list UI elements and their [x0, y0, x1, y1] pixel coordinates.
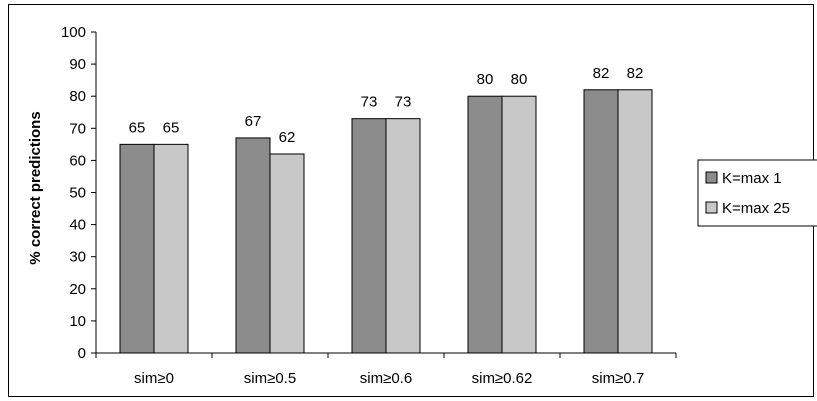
bar-2: [385, 118, 421, 354]
legend-label: K=max 25: [722, 200, 790, 217]
data-label: 82: [627, 65, 644, 82]
data-label: 65: [129, 119, 146, 136]
data-label: 82: [593, 65, 610, 82]
legend-swatch: [705, 201, 718, 214]
bars: [119, 89, 653, 354]
data-label: 73: [395, 94, 412, 111]
legend-box: [697, 159, 817, 227]
bar-2: [501, 95, 537, 354]
legend: K=max 1 K=max 25: [697, 159, 817, 227]
legend-swatch: [705, 171, 718, 184]
y-tick-label: 30: [69, 249, 86, 266]
y-tick-label: 10: [69, 313, 86, 330]
x-axis: sim≥0 sim≥0.5 sim≥0.6 sim≥0.62 sim≥0.7: [95, 352, 677, 387]
data-label: 80: [511, 71, 528, 88]
y-axis-title: % correct predictions: [27, 111, 44, 264]
y-tick-label: 40: [69, 217, 86, 234]
bar-2: [269, 153, 305, 354]
data-label: 62: [279, 129, 296, 146]
bar-1: [467, 95, 503, 354]
x-category-label: sim≥0.7: [592, 370, 644, 387]
bar-1: [351, 118, 387, 354]
x-category-label: sim≥0.62: [472, 370, 533, 387]
x-category-label: sim≥0.6: [360, 370, 412, 387]
y-tick-label: 20: [69, 281, 86, 298]
y-axis-title-group: % correct predictions: [27, 111, 44, 264]
y-tick-label: 100: [61, 24, 86, 41]
bar-1: [235, 137, 271, 354]
bar-2: [617, 89, 653, 354]
y-tick-label: 80: [69, 88, 86, 105]
y-tick-label: 90: [69, 56, 86, 73]
x-category-label: sim≥0: [134, 370, 174, 387]
y-axis: 0 10 20 30 40 50 60 70 80 90 100: [61, 24, 97, 362]
bar-1: [583, 89, 619, 354]
x-category-label: sim≥0.5: [244, 370, 296, 387]
legend-label: K=max 1: [722, 170, 782, 187]
bar-1: [119, 143, 155, 354]
bar-2: [153, 143, 189, 354]
data-label: 67: [245, 113, 262, 130]
data-label: 65: [163, 119, 180, 136]
data-labels: 65 65 67 62 73 73 80 80 82 82: [129, 65, 644, 146]
y-tick-label: 70: [69, 120, 86, 137]
y-tick-label: 50: [69, 185, 86, 202]
y-tick-label: 0: [78, 345, 86, 362]
y-tick-label: 60: [69, 152, 86, 169]
data-label: 80: [477, 71, 494, 88]
data-label: 73: [361, 94, 378, 111]
